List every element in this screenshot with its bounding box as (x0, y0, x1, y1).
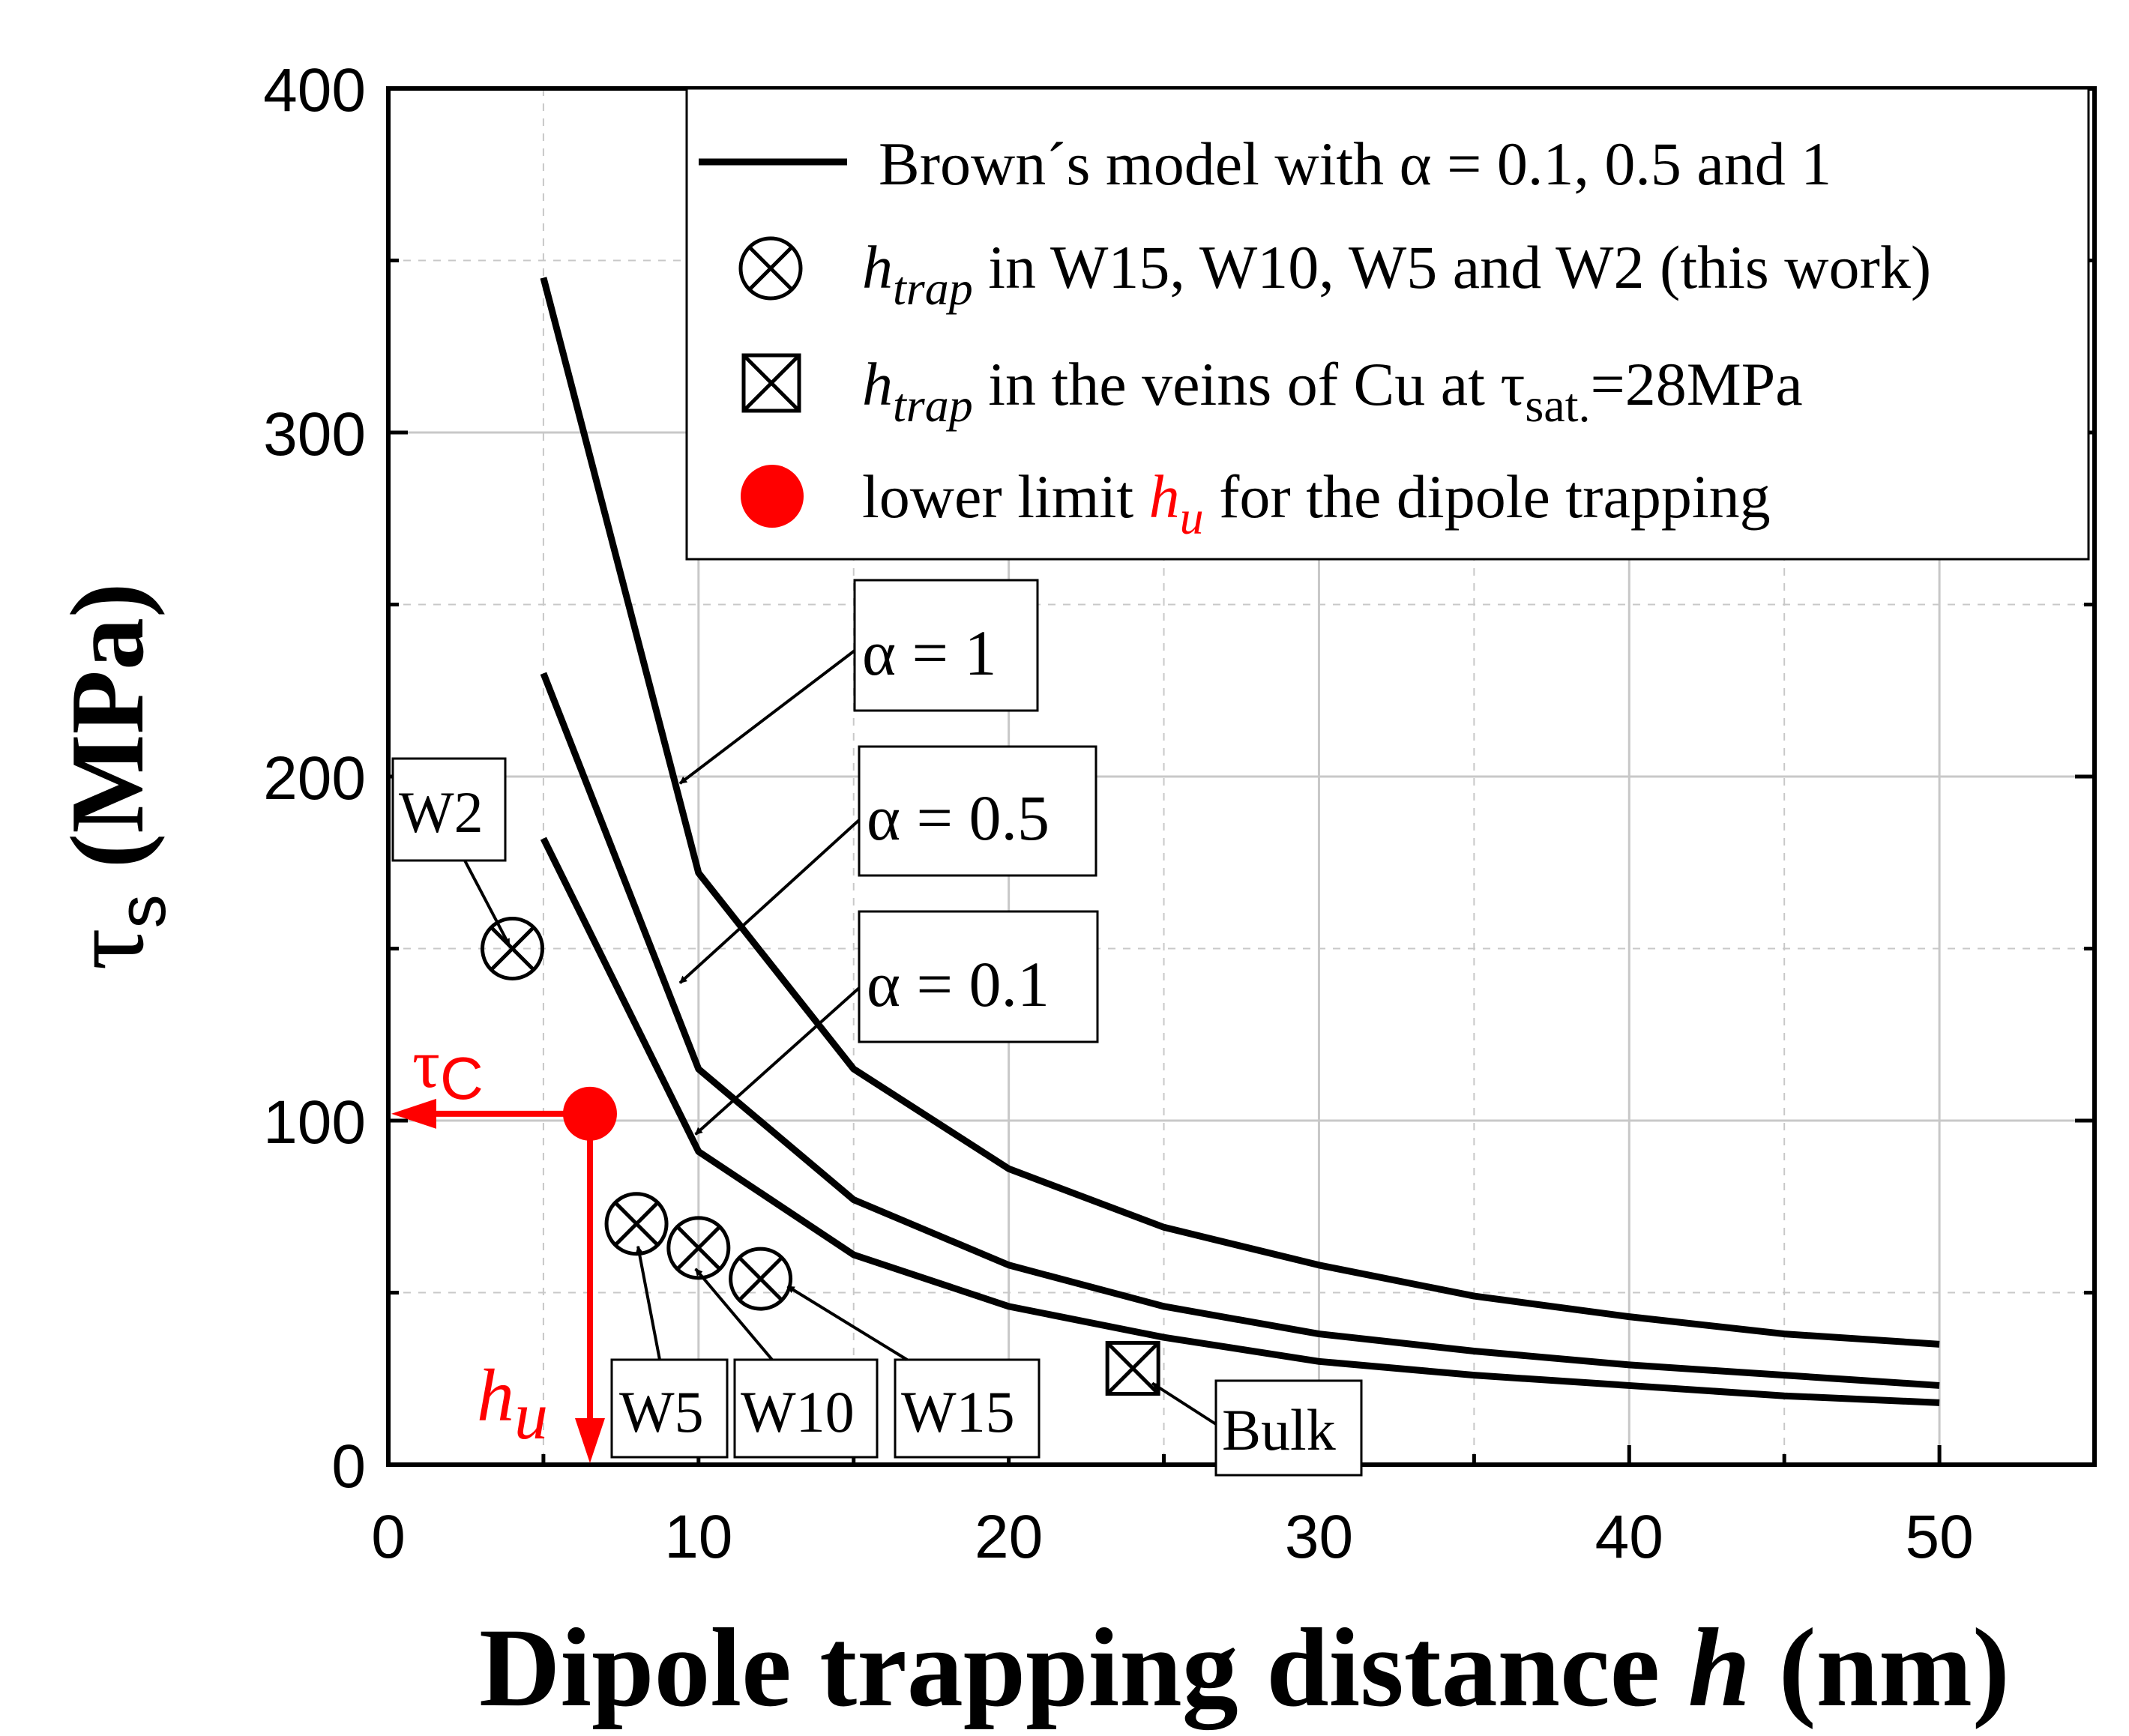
alpha-label-01-box: α = 0.1 (858, 910, 1099, 1043)
y-axis-label-symbol: τ (49, 928, 166, 970)
series-line-1 (540, 672, 1940, 1389)
x-tick-label: 50 (1905, 1503, 1973, 1571)
legend-red-dot-icon (741, 465, 804, 528)
y-tick-label: 0 (331, 1432, 366, 1501)
legend-entry-3: htrap in the veins of Cu at τsat.=28MPa (862, 350, 1803, 432)
x-axis-label-text: Dipole trapping distance (479, 1606, 1660, 1730)
legend-circle-x-icon (738, 236, 803, 301)
alpha-1-arrow (678, 649, 856, 785)
h-u-symbol: h (477, 1354, 514, 1437)
bulk-arrow (1151, 1381, 1217, 1426)
w2-label-box: W2 (391, 757, 507, 862)
y-axis-label-sub: s (105, 894, 180, 928)
bulk-label-box: Bulk (1214, 1379, 1363, 1477)
point-circle (729, 1247, 793, 1311)
h-u-arrowhead (574, 1418, 605, 1463)
y-tick-label: 400 (263, 56, 366, 124)
alpha-01-arrow (694, 986, 861, 1136)
tick-labels: 0 10 20 30 40 50 0 100 200 300 400 (263, 56, 1974, 1571)
y-axis-label: τs (MPa) (49, 582, 180, 970)
alpha-05-arrow (678, 819, 861, 984)
w5-arrow (635, 1245, 661, 1360)
x-tick-label: 40 (1595, 1503, 1663, 1571)
point-w5 (604, 1192, 669, 1256)
x-axis-label: Dipole trapping distance h (nm) (479, 1606, 2010, 1730)
point-cross-b (614, 1201, 659, 1247)
alpha-label-01: α = 0.1 (867, 948, 1050, 1020)
w5-label-box: W5 (610, 1358, 729, 1459)
x-tick-label: 0 (371, 1503, 406, 1571)
w15-label: W15 (901, 1379, 1015, 1444)
tau-c-sub: C (440, 1045, 484, 1112)
point-circle (604, 1192, 669, 1256)
point-w15 (729, 1247, 793, 1311)
series-line-2 (540, 837, 1940, 1406)
point-cross-b (490, 926, 535, 971)
bulk-cross-b (1106, 1341, 1160, 1396)
w10-label: W10 (741, 1379, 855, 1444)
series-lines (540, 277, 1940, 1406)
legend-entry-4: lower limit hu for the dipole trapping (862, 462, 1771, 544)
point-cross-b (738, 1256, 783, 1301)
alpha-arrows (678, 649, 861, 1136)
w15-arrow (786, 1285, 909, 1361)
h-u-sub: u (514, 1379, 548, 1453)
point-w2 (481, 917, 545, 980)
y-tick-label: 300 (263, 400, 366, 468)
svg-text:τs (MPa): τs (MPa) (49, 582, 180, 970)
tau-c-symbol: τ (412, 1025, 440, 1102)
point-cross-b (676, 1226, 721, 1271)
tau-c-arrowhead (391, 1098, 436, 1129)
y-tick-label: 100 (263, 1088, 366, 1157)
w5-label: W5 (619, 1379, 704, 1444)
y-tick-label: 200 (263, 744, 366, 813)
point-w10 (666, 1216, 731, 1280)
w2-label: W2 (399, 780, 484, 845)
h-u-label: hu (477, 1354, 548, 1453)
point-circle (666, 1216, 731, 1280)
legend: Brown´s model with α = 0.1, 0.5 and 1 ht… (685, 87, 2090, 561)
legend-entry-2: htrap in W15, W10, W5 and W2 (this work) (862, 233, 1931, 315)
x-axis-label-var: h (1688, 1606, 1750, 1730)
tau-c-label: τC (412, 1025, 484, 1112)
x-tick-label: 20 (975, 1503, 1043, 1571)
bulk-square (1105, 1340, 1160, 1396)
legend-square-x-icon (741, 353, 801, 413)
bulk-label: Bulk (1222, 1397, 1336, 1462)
series-line-0 (540, 277, 1940, 1348)
w10-label-box: W10 (733, 1358, 879, 1459)
lower-limit-point (562, 1086, 617, 1141)
legend-box (685, 87, 2090, 561)
x-tick-label: 10 (664, 1503, 732, 1571)
x-tick-label: 30 (1285, 1503, 1353, 1571)
alpha-label-05-box: α = 0.5 (858, 745, 1097, 877)
w10-arrow (694, 1268, 774, 1361)
alpha-label-05: α = 0.5 (867, 782, 1050, 854)
point-label-arrows (463, 860, 1217, 1426)
alpha-label-1: α = 1 (862, 617, 997, 689)
w2-arrow (463, 860, 511, 947)
point-bulk (1105, 1340, 1160, 1396)
alpha-label-1-box: α = 1 (853, 579, 1039, 712)
x-axis-label-unit: (nm) (1779, 1606, 2010, 1730)
lower-limit-markers (391, 1086, 617, 1463)
w15-label-box: W15 (894, 1358, 1041, 1459)
legend-entry-1: Brown´s model with α = 0.1, 0.5 and 1 (879, 130, 1831, 198)
point-circle (481, 917, 545, 980)
y-axis-label-unit: (MPa) (49, 582, 166, 868)
data-points (481, 917, 1160, 1396)
